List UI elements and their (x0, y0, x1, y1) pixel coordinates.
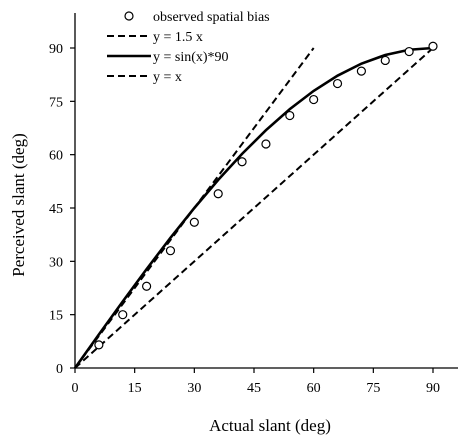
data-point (165, 246, 176, 256)
data-point (213, 189, 223, 199)
y-tick-label: 45 (49, 202, 63, 217)
y-tick-label: 0 (56, 362, 63, 377)
legend: observed spatial bias y = 1.5 x y = sin(x)… (107, 10, 270, 85)
data-point (237, 157, 247, 167)
x-tick-label: 60 (307, 381, 321, 396)
plot-points (94, 41, 438, 350)
x-tick-label: 15 (128, 381, 142, 396)
x-ticks: 0 15 30 45 60 75 90 (72, 368, 440, 396)
x-tick-label: 90 (426, 381, 440, 396)
legend-label: y = 1.5 x (153, 30, 203, 45)
x-tick-label: 45 (247, 381, 261, 396)
x-axis-title: Actual slant (deg) (209, 416, 331, 435)
legend-label: y = x (153, 70, 182, 85)
data-point (94, 340, 104, 350)
data-point (261, 139, 271, 149)
series-line-y-x (74, 47, 434, 369)
legend-marker-circle (124, 11, 134, 21)
data-point (309, 94, 319, 105)
legend-label: y = sin(x)*90 (153, 50, 229, 65)
data-point (428, 41, 438, 51)
data-point (380, 55, 390, 66)
y-tick-label: 30 (49, 255, 63, 270)
y-tick-label: 75 (49, 95, 63, 110)
y-tick-label: 90 (49, 42, 63, 57)
data-point (189, 217, 199, 227)
y-ticks: 0 15 30 45 60 75 90 (49, 42, 75, 377)
plot-lines (73, 46, 434, 369)
data-point (285, 110, 295, 121)
y-tick-label: 60 (49, 149, 63, 164)
y-axis-title: Perceived slant (deg) (9, 133, 28, 277)
x-tick-label: 75 (366, 381, 380, 396)
data-point (332, 78, 343, 89)
data-point (118, 310, 128, 320)
x-tick-label: 30 (187, 381, 201, 396)
data-point (142, 281, 152, 291)
legend-label: observed spatial bias (153, 10, 270, 25)
data-point (356, 66, 366, 76)
y-tick-label: 15 (49, 309, 63, 324)
data-point (404, 46, 414, 57)
series-line-y-sin-x-90 (73, 46, 434, 369)
x-tick-label: 0 (72, 381, 79, 396)
